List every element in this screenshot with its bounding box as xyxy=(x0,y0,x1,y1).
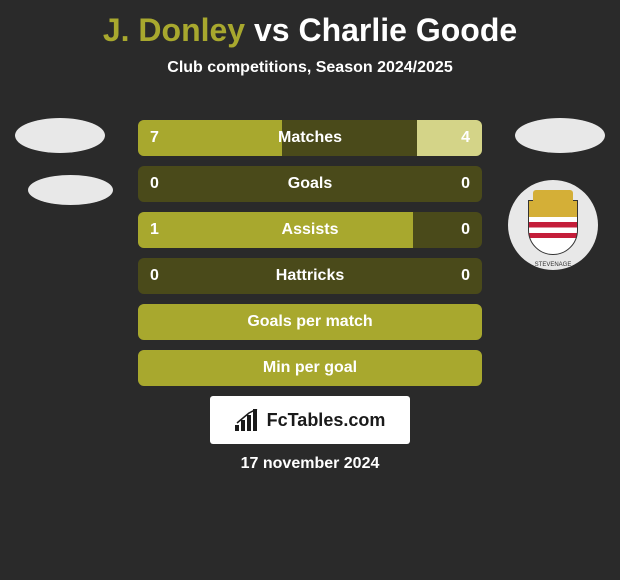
chart-icon xyxy=(235,409,261,431)
stat-row-min-per-goal: Min per goal xyxy=(138,350,482,386)
stats-container: 7 Matches 4 0 Goals 0 1 Assists 0 0 Hatt… xyxy=(138,120,482,396)
stat-bar-right xyxy=(417,120,482,156)
player2-name: Charlie Goode xyxy=(298,12,517,48)
competition-subtitle: Club competitions, Season 2024/2025 xyxy=(0,59,620,77)
stat-bar-left xyxy=(138,212,413,248)
stat-value-left: 0 xyxy=(150,267,159,285)
stat-value-right: 4 xyxy=(461,129,470,147)
stat-row-goals: 0 Goals 0 xyxy=(138,166,482,202)
vs-text: vs xyxy=(254,12,290,48)
stat-label: Goals per match xyxy=(247,313,372,331)
logo-text: FcTables.com xyxy=(267,410,386,431)
player2-club-crest: STEVENAGE xyxy=(508,180,598,270)
footer-date: 17 november 2024 xyxy=(241,455,380,473)
player2-avatar xyxy=(515,118,605,153)
stat-row-assists: 1 Assists 0 xyxy=(138,212,482,248)
fctables-logo[interactable]: FcTables.com xyxy=(210,396,410,444)
stat-value-left: 7 xyxy=(150,129,159,147)
stat-label: Matches xyxy=(278,129,342,147)
stat-label: Goals xyxy=(288,175,332,193)
stat-label: Assists xyxy=(282,221,339,239)
stat-value-right: 0 xyxy=(461,175,470,193)
player1-avatar xyxy=(15,118,105,153)
stat-row-matches: 7 Matches 4 xyxy=(138,120,482,156)
comparison-title: J. Donley vs Charlie Goode xyxy=(0,0,620,49)
stat-value-right: 0 xyxy=(461,221,470,239)
stat-value-left: 0 xyxy=(150,175,159,193)
stat-row-hattricks: 0 Hattricks 0 xyxy=(138,258,482,294)
stat-value-left: 1 xyxy=(150,221,159,239)
stat-label: Min per goal xyxy=(263,359,357,377)
player1-name: J. Donley xyxy=(103,12,245,48)
stat-bar-left xyxy=(138,120,282,156)
stat-value-right: 0 xyxy=(461,267,470,285)
stat-row-goals-per-match: Goals per match xyxy=(138,304,482,340)
player1-club-crest xyxy=(28,175,113,205)
stat-label: Hattricks xyxy=(276,267,344,285)
